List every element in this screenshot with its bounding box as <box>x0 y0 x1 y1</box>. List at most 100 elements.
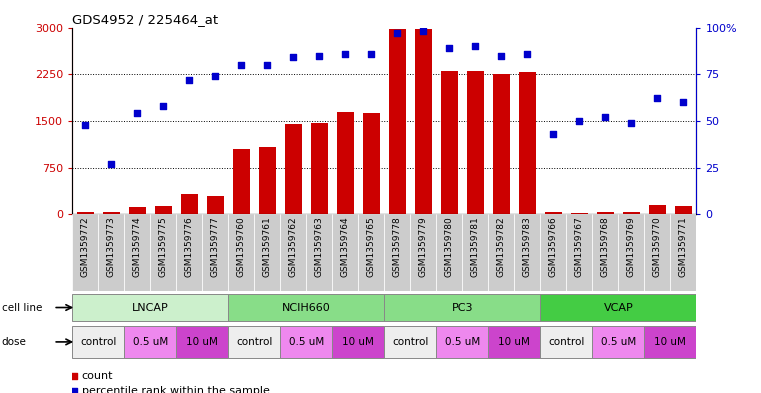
Bar <box>514 214 540 291</box>
Point <box>287 54 299 61</box>
Bar <box>622 212 640 214</box>
Text: dose: dose <box>2 337 27 347</box>
Bar <box>441 71 458 214</box>
Text: GSM1359779: GSM1359779 <box>419 217 428 277</box>
Bar <box>333 326 384 358</box>
Point <box>521 50 533 57</box>
Text: cell line: cell line <box>2 303 42 312</box>
Bar <box>384 326 436 358</box>
Point <box>599 114 611 120</box>
Bar <box>436 326 489 358</box>
Point <box>131 110 143 116</box>
Point <box>626 119 638 126</box>
Bar <box>254 214 280 291</box>
Bar <box>519 72 536 214</box>
Bar <box>306 214 333 291</box>
Text: GSM1359777: GSM1359777 <box>211 217 220 277</box>
Point <box>573 118 585 124</box>
Point <box>677 99 689 105</box>
Point <box>158 103 170 109</box>
Bar <box>597 212 614 214</box>
Point <box>547 131 559 137</box>
Text: GSM1359761: GSM1359761 <box>263 217 272 277</box>
Bar <box>384 294 540 321</box>
Bar <box>358 214 384 291</box>
Point <box>365 50 377 57</box>
Text: GSM1359776: GSM1359776 <box>185 217 194 277</box>
Point <box>417 28 429 34</box>
Bar <box>645 326 696 358</box>
Point <box>235 62 247 68</box>
Text: GSM1359771: GSM1359771 <box>679 217 688 277</box>
Bar <box>571 213 587 214</box>
Text: control: control <box>548 337 584 347</box>
Bar <box>489 214 514 291</box>
Text: GSM1359767: GSM1359767 <box>575 217 584 277</box>
Text: control: control <box>392 337 428 347</box>
Text: GSM1359768: GSM1359768 <box>601 217 610 277</box>
Point <box>183 77 196 83</box>
Bar <box>228 326 280 358</box>
Text: PC3: PC3 <box>451 303 473 312</box>
Bar <box>228 214 254 291</box>
Text: GSM1359764: GSM1359764 <box>341 217 350 277</box>
Text: GSM1359762: GSM1359762 <box>289 217 298 277</box>
Point <box>261 62 273 68</box>
Bar <box>463 214 489 291</box>
Text: GSM1359773: GSM1359773 <box>107 217 116 277</box>
Bar <box>333 214 358 291</box>
Bar <box>489 326 540 358</box>
Bar <box>285 124 302 214</box>
Bar <box>77 212 94 214</box>
Text: GSM1359772: GSM1359772 <box>81 217 90 277</box>
Bar <box>129 208 146 214</box>
Bar <box>259 147 275 214</box>
Text: GSM1359774: GSM1359774 <box>133 217 142 277</box>
Bar <box>436 214 463 291</box>
Text: count: count <box>82 371 113 381</box>
Bar <box>280 214 306 291</box>
Point <box>314 52 326 59</box>
Point <box>495 52 508 59</box>
Point <box>339 50 352 57</box>
Bar <box>177 214 202 291</box>
Point <box>79 121 91 128</box>
Bar <box>72 326 124 358</box>
Bar <box>337 112 354 214</box>
Text: 0.5 uM: 0.5 uM <box>600 337 636 347</box>
Point <box>651 95 664 101</box>
Bar <box>545 212 562 214</box>
Text: 0.5 uM: 0.5 uM <box>288 337 324 347</box>
Text: GSM1359770: GSM1359770 <box>653 217 662 277</box>
Point <box>105 161 117 167</box>
Bar <box>207 196 224 214</box>
Bar <box>670 214 696 291</box>
Text: GSM1359782: GSM1359782 <box>497 217 506 277</box>
Bar <box>645 214 670 291</box>
Bar <box>675 206 692 214</box>
Bar <box>540 326 592 358</box>
Text: GSM1359783: GSM1359783 <box>523 217 532 277</box>
Bar <box>124 214 151 291</box>
Bar <box>181 194 198 214</box>
Text: 10 uM: 10 uM <box>186 337 218 347</box>
Text: percentile rank within the sample: percentile rank within the sample <box>82 386 269 393</box>
Text: GSM1359775: GSM1359775 <box>159 217 167 277</box>
Text: 0.5 uM: 0.5 uM <box>132 337 168 347</box>
Bar <box>540 214 566 291</box>
Bar <box>72 214 98 291</box>
Bar <box>619 214 645 291</box>
Bar <box>103 212 119 214</box>
Bar <box>154 206 172 214</box>
Point <box>274 193 286 199</box>
Text: GSM1359781: GSM1359781 <box>471 217 479 277</box>
Bar <box>389 29 406 214</box>
Bar <box>98 214 124 291</box>
Text: 0.5 uM: 0.5 uM <box>444 337 480 347</box>
Point <box>443 45 455 51</box>
Bar <box>177 326 228 358</box>
Bar <box>540 294 696 321</box>
Text: GSM1359766: GSM1359766 <box>549 217 558 277</box>
Bar <box>384 214 410 291</box>
Bar <box>202 214 228 291</box>
